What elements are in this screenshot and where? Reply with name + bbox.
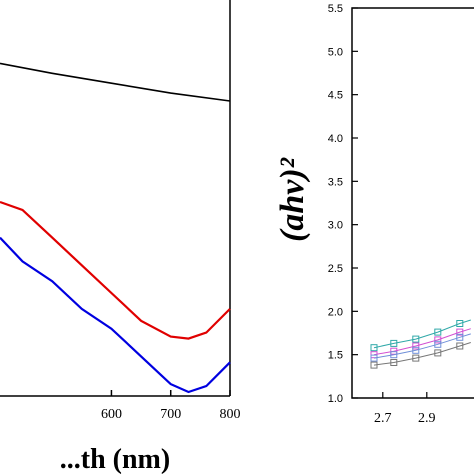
left-x-tick-label: 700 (160, 407, 181, 422)
right-data-point (412, 342, 420, 350)
right-y-tick-label: 3.5 (328, 176, 343, 188)
right-data-point (370, 361, 378, 369)
right-data-point (412, 346, 420, 354)
right-series-2 (370, 328, 471, 359)
right-y-tick-label: 2.0 (328, 306, 343, 318)
left-x-tick-label: 800 (220, 407, 241, 422)
left-series-line-3 (0, 236, 231, 394)
left-x-tick-label: 600 (101, 407, 122, 422)
left-x-axis-title: ...th (nm) (60, 444, 170, 474)
right-data-point (370, 354, 378, 362)
right-data-point (434, 336, 442, 344)
right-data-point (390, 359, 398, 366)
right-series-4 (370, 342, 471, 369)
right-series-line-2 (373, 328, 471, 356)
left-series-line-2 (0, 200, 231, 340)
right-series-3 (370, 333, 471, 362)
right-y-tick-label: 5.0 (328, 46, 343, 58)
right-data-point (456, 320, 464, 327)
right-data-point (434, 340, 442, 348)
right-y-tick-label: 4.0 (328, 133, 343, 145)
left-chart: 600 700 800 ...th (nm) (0, 0, 241, 474)
right-chart: 1.0 1.5 2.0 2.5 3.0 3.5 4.0 4.5 5.0 5.5 2.7 2.9 (ah… (274, 3, 474, 426)
right-x-tick-label: 2.7 (374, 411, 392, 426)
right-x-tick-label: 2.9 (418, 411, 436, 426)
right-series-1 (370, 319, 471, 352)
right-series-line-3 (373, 333, 471, 359)
right-y-tick-label: 2.5 (328, 263, 343, 275)
right-y-tick-label: 3.0 (328, 220, 343, 232)
right-data-point (390, 351, 398, 359)
right-data-point (412, 335, 420, 343)
right-y-tick-label: 1.0 (328, 393, 343, 405)
right-series-line-4 (373, 342, 471, 366)
right-data-point (456, 342, 464, 350)
right-y-axis-title: (ahv)² (274, 157, 311, 242)
right-data-point (370, 344, 378, 352)
right-plot-frame (351, 7, 474, 399)
right-y-tick-label: 1.5 (328, 350, 343, 362)
right-data-point (456, 333, 464, 341)
right-data-point (412, 354, 420, 362)
left-series-line-1 (0, 62, 231, 102)
right-y-tick-label: 5.5 (328, 3, 343, 15)
right-data-point (434, 349, 442, 357)
right-data-point (434, 328, 442, 336)
right-y-tick-label: 4.5 (328, 90, 343, 102)
right-data-point (456, 328, 464, 336)
right-data-point (390, 339, 398, 347)
